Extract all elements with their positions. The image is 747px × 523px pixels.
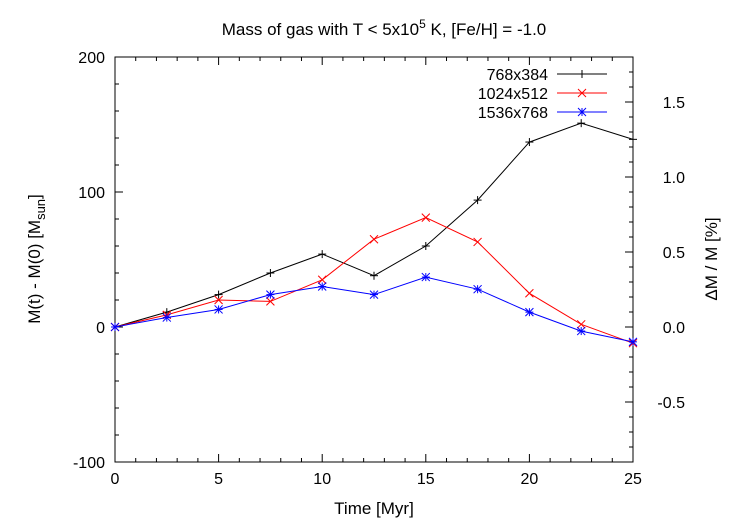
y2-tick-label: -0.5: [657, 395, 685, 412]
y2-tick-label: 1.5: [663, 95, 685, 112]
x-tick-label: 15: [417, 471, 435, 488]
y-tick-label: -100: [73, 455, 105, 472]
data-point: [214, 290, 223, 299]
x-tick-label: 10: [313, 471, 331, 488]
data-point: [525, 307, 534, 317]
x-tick-label: 5: [214, 471, 223, 488]
data-point: [317, 282, 327, 291]
series-768x384: [111, 119, 637, 331]
data-point: [266, 290, 275, 299]
chart-title: Mass of gas with T < 5x105 K, [Fe/H] = -…: [222, 17, 547, 39]
series-line: [114, 276, 634, 343]
legend-label: 1536x768: [478, 105, 548, 122]
data-point: [628, 337, 638, 347]
data-point: [369, 290, 379, 299]
y2-axis-label: ΔM / M [%]: [702, 217, 721, 300]
legend-label: 1024x512: [478, 86, 548, 103]
data-point: [162, 313, 172, 322]
x-tick-label: 0: [111, 471, 120, 488]
plot-frame: [114, 56, 634, 463]
data-point: [317, 275, 327, 285]
data-point: [318, 250, 327, 259]
data-point: [421, 213, 431, 223]
data-point: [525, 288, 534, 298]
y-tick-label: 100: [78, 185, 105, 202]
data-point: [629, 135, 637, 144]
axis-ticks: 0 5 10 15 20 25 -100 0 100 200 -0.5 0.0 0.5 1.0 1.5: [73, 50, 685, 488]
data-point: [473, 237, 482, 247]
legend-label: 768x384: [487, 67, 548, 84]
y-axis-label: M(t) - M(0) [Msun]: [25, 194, 48, 324]
data-point: [421, 272, 431, 282]
data-point: [576, 319, 586, 329]
series-line: [114, 217, 634, 344]
data-point: [577, 119, 586, 128]
data-point: [369, 234, 379, 244]
y-tick-label: 0: [96, 320, 105, 337]
legend-marker: [578, 70, 586, 78]
data-point: [473, 196, 482, 205]
series-1536x768: [110, 272, 638, 347]
legend-marker: [577, 107, 587, 117]
data-point: [576, 326, 586, 336]
x-tick-label: 25: [624, 471, 642, 488]
data-point: [214, 295, 223, 305]
y2-tick-label: 0.5: [663, 245, 685, 262]
data-point: [266, 269, 275, 277]
data-point: [473, 284, 482, 294]
legend-marker: [577, 88, 587, 98]
series-layer: [110, 119, 638, 348]
data-point: [110, 322, 120, 332]
x-axis-label: Time [Myr]: [334, 499, 414, 518]
data-point: [421, 242, 430, 250]
legend: 768x384 1024x512 1536x768: [478, 67, 607, 122]
x-tick-label: 20: [521, 471, 539, 488]
y-tick-label: 200: [78, 50, 105, 67]
data-point: [214, 305, 223, 314]
y2-tick-label: 0.0: [663, 320, 685, 337]
data-point: [370, 271, 378, 280]
series-1024x512: [110, 213, 638, 348]
data-point: [525, 138, 534, 147]
data-point: [266, 296, 275, 306]
y2-tick-label: 1.0: [663, 170, 685, 187]
